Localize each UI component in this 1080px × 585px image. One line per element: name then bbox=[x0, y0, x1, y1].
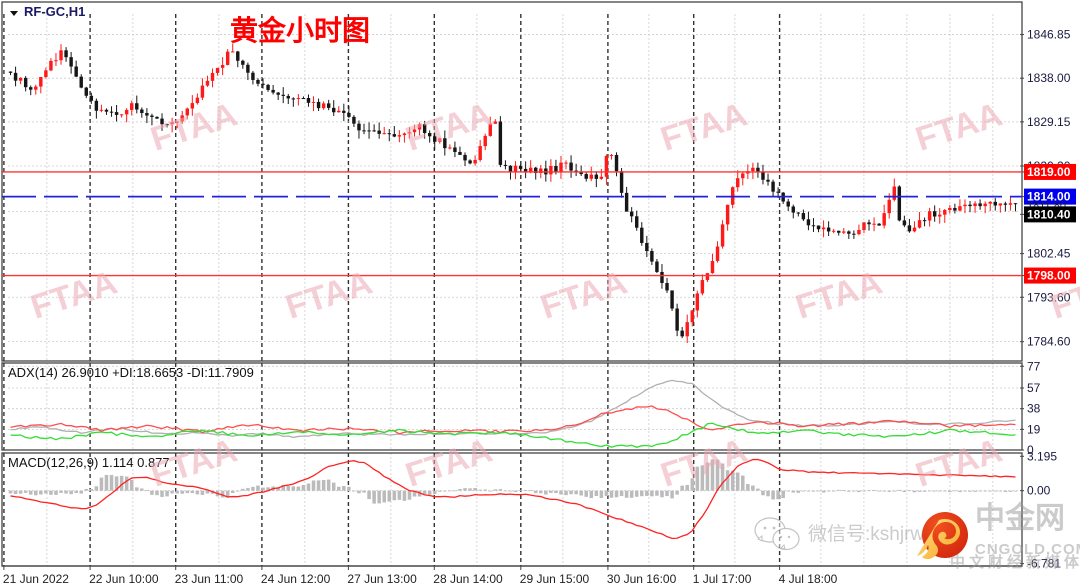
svg-text:23 Jun 11:00: 23 Jun 11:00 bbox=[175, 572, 244, 585]
svg-text:黄金小时图: 黄金小时图 bbox=[230, 14, 370, 46]
svg-text:1784.60: 1784.60 bbox=[1027, 335, 1071, 349]
svg-text:1802.45: 1802.45 bbox=[1027, 247, 1071, 261]
svg-text:中金网: 中金网 bbox=[975, 501, 1065, 535]
svg-text:27 Jun 13:00: 27 Jun 13:00 bbox=[347, 572, 417, 585]
svg-text:22 Jun 10:00: 22 Jun 10:00 bbox=[89, 572, 159, 585]
svg-text:21 Jun 2022: 21 Jun 2022 bbox=[3, 572, 69, 585]
svg-text:1829.15: 1829.15 bbox=[1027, 115, 1071, 129]
svg-text:0.00: 0.00 bbox=[1027, 484, 1051, 498]
svg-text:77: 77 bbox=[1027, 359, 1041, 373]
svg-text:1793.60: 1793.60 bbox=[1027, 290, 1071, 304]
svg-text:1810.40: 1810.40 bbox=[1027, 207, 1071, 221]
svg-text:MACD(12,26,9) 1.114 0.877: MACD(12,26,9) 1.114 0.877 bbox=[8, 455, 170, 470]
svg-text:38: 38 bbox=[1027, 402, 1041, 416]
svg-text:1819.00: 1819.00 bbox=[1027, 165, 1071, 179]
svg-text:1838.00: 1838.00 bbox=[1027, 71, 1071, 85]
svg-text:RF-GC,H1: RF-GC,H1 bbox=[24, 4, 85, 19]
svg-text:1846.85: 1846.85 bbox=[1027, 28, 1071, 42]
svg-text:中文财经新媒体: 中文财经新媒体 bbox=[950, 553, 1080, 571]
svg-text:29 Jun 15:00: 29 Jun 15:00 bbox=[520, 572, 590, 585]
svg-text:28 Jun 14:00: 28 Jun 14:00 bbox=[433, 572, 503, 585]
svg-text:57: 57 bbox=[1027, 381, 1041, 395]
svg-text:30 Jun 16:00: 30 Jun 16:00 bbox=[607, 572, 677, 585]
svg-text:24 Jun 12:00: 24 Jun 12:00 bbox=[261, 572, 331, 585]
svg-text:19: 19 bbox=[1027, 422, 1041, 436]
svg-text:3.195: 3.195 bbox=[1027, 449, 1057, 463]
svg-text:1798.00: 1798.00 bbox=[1027, 269, 1071, 283]
svg-text:ADX(14) 26.9010 +DI:18.6653 -D: ADX(14) 26.9010 +DI:18.6653 -DI:11.7909 bbox=[8, 365, 254, 380]
svg-text:4 Jul 18:00: 4 Jul 18:00 bbox=[779, 572, 838, 585]
svg-text:1 Jul 17:00: 1 Jul 17:00 bbox=[693, 572, 752, 585]
